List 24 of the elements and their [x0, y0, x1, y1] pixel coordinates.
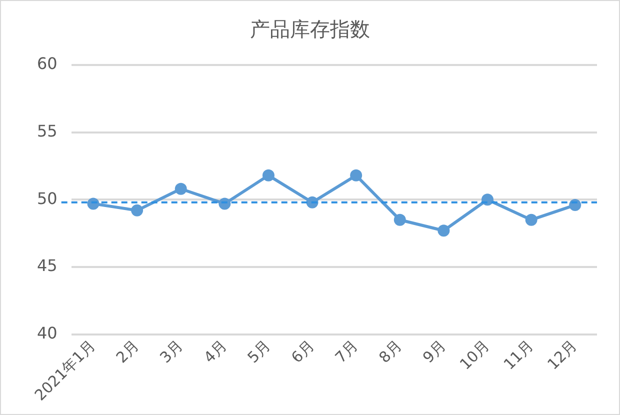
x-tick-label: 7月 — [332, 336, 362, 367]
x-tick-label: 12月 — [544, 336, 581, 374]
x-tick-label: 11月 — [500, 336, 537, 374]
point — [525, 214, 538, 226]
point — [262, 169, 274, 182]
x-tick-label: 10月 — [456, 336, 494, 374]
point — [174, 182, 187, 195]
y-tick-label: 60 — [37, 54, 58, 74]
x-tick-label: 9月 — [419, 336, 450, 367]
y-tick-label: 40 — [37, 323, 58, 342]
x-tick-label: 2月 — [112, 336, 143, 367]
x-tick-label: 3月 — [156, 336, 186, 367]
x-tick-label: 5月 — [244, 336, 274, 367]
y-tick-label: 45 — [37, 256, 58, 276]
point — [438, 224, 450, 237]
x-tick-label: 8月 — [375, 336, 406, 367]
chart-title: 产品库存指数 — [250, 17, 370, 42]
point — [350, 169, 362, 182]
x-tick-label: 4月 — [200, 336, 230, 367]
point — [394, 214, 406, 226]
point — [131, 204, 144, 216]
x-tick-label: 6月 — [288, 336, 318, 367]
y-tick-label: 50 — [37, 188, 58, 208]
y-tick-label: 55 — [37, 121, 58, 140]
